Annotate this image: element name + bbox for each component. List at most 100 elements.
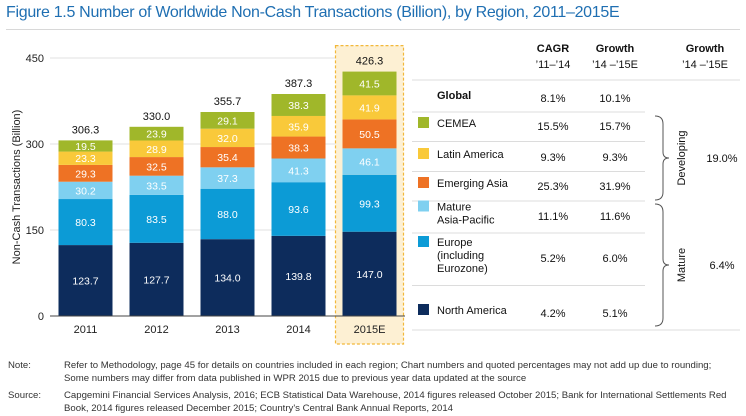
row-label: Latin America <box>437 149 505 161</box>
bar-segment <box>58 151 113 165</box>
bar-segment <box>271 235 326 316</box>
bar-segment <box>129 140 184 158</box>
data-label: 41.3 <box>288 165 309 177</box>
legend-swatch <box>418 117 429 128</box>
y-tick-label: 450 <box>26 53 44 65</box>
data-label: 88.0 <box>217 209 238 221</box>
total-label: 306.3 <box>72 124 100 136</box>
legend-swatch <box>418 236 429 247</box>
bar-segment <box>342 174 397 232</box>
bar-segment <box>58 140 113 152</box>
data-label: 127.7 <box>143 274 169 286</box>
x-tick-label: 2012 <box>144 324 168 336</box>
group-label: Developing <box>676 130 688 185</box>
cagr-value: 5.2% <box>540 253 565 265</box>
data-label: 30.2 <box>75 185 96 197</box>
bar-segment <box>200 239 255 316</box>
total-label: 355.7 <box>214 96 242 108</box>
group-growth-value: 19.0% <box>706 153 737 165</box>
bar-segment <box>129 175 184 195</box>
data-label: 80.3 <box>75 217 96 229</box>
bar-segment <box>342 95 397 120</box>
bar-segment <box>271 115 326 137</box>
growth-value: 31.9% <box>599 181 630 193</box>
row-label: Mature Asia-Pacific <box>437 202 495 227</box>
data-label: 19.5 <box>75 141 96 153</box>
legend-swatch <box>418 304 429 315</box>
data-label: 83.5 <box>146 214 167 226</box>
y-tick-label: 300 <box>26 139 44 151</box>
cagr-value: 8.1% <box>540 93 565 105</box>
bar-segment <box>271 94 326 116</box>
row-label: North America <box>437 305 508 317</box>
bar-segment <box>271 182 326 236</box>
data-label: 32.5 <box>146 161 167 173</box>
bar-segment <box>129 242 184 316</box>
cagr-period: ’11–’14 <box>536 59 571 71</box>
cagr-value: 9.3% <box>540 152 565 164</box>
total-label: 426.3 <box>356 56 384 68</box>
source-label: Source: <box>8 390 42 401</box>
bar-segment <box>58 164 113 182</box>
group-brace <box>654 203 670 327</box>
row-label: CEMEA <box>437 118 477 130</box>
note-text: Refer to Methodology, page 45 for detail… <box>64 360 712 384</box>
data-label: 147.0 <box>356 269 382 281</box>
bar-segment <box>271 158 326 183</box>
data-label: 23.3 <box>75 153 96 165</box>
total-label: 387.3 <box>285 78 313 90</box>
total-label: 330.0 <box>143 111 171 123</box>
bar-segment <box>200 188 255 240</box>
row-label: Europe (including Eurozone) <box>437 237 488 275</box>
cagr-value: 4.2% <box>540 308 565 320</box>
growth-header: Growth <box>596 43 635 55</box>
growth-value: 10.1% <box>599 93 630 105</box>
cagr-value: 15.5% <box>537 121 568 133</box>
bar-segment <box>200 147 255 168</box>
growth-period: ’14 –’15E <box>592 59 638 71</box>
chart-title: Figure 1.5 Number of Worldwide Non-Cash … <box>6 4 620 21</box>
growth-value: 5.1% <box>602 308 627 320</box>
data-label: 23.9 <box>146 129 167 141</box>
bar-segment <box>129 126 184 141</box>
data-label: 32.0 <box>217 133 238 145</box>
legend-swatch <box>418 148 429 159</box>
title-divider <box>6 29 740 30</box>
bar-segment <box>200 128 255 148</box>
stacked-bar-chart: 123.7 80.3 30.2 29.3 23.319.5 306.3 127.7 83.5 3… <box>11 43 740 345</box>
source-text: Capgemini Financial Services Analysis, 2… <box>64 390 727 414</box>
y-tick-label: 0 <box>38 311 44 323</box>
x-tick-label: 2014 <box>286 324 310 336</box>
x-tick-label: 2015E <box>354 324 386 336</box>
data-label: 41.9 <box>359 102 380 114</box>
data-label: 35.9 <box>288 121 309 133</box>
data-label: 38.3 <box>288 100 309 112</box>
bar-segment <box>200 112 255 129</box>
data-label: 28.9 <box>146 144 167 156</box>
data-label: 37.3 <box>217 173 238 185</box>
data-label: 123.7 <box>72 276 98 288</box>
data-label: 33.5 <box>146 180 167 192</box>
bar-segment <box>342 231 397 316</box>
growth-value: 15.7% <box>599 121 630 133</box>
bar-segment <box>342 119 397 149</box>
bars-layer: 123.7 80.3 30.2 29.3 23.319.5 306.3 127.7 83.5 3… <box>58 56 397 316</box>
bar-segment <box>129 194 184 243</box>
data-label: 38.3 <box>288 143 309 155</box>
legend-swatch <box>418 177 429 188</box>
growth-value: 9.3% <box>602 152 627 164</box>
note-label: Note: <box>8 360 31 371</box>
group-label: Mature <box>676 248 688 282</box>
row-label: Global <box>437 90 471 102</box>
growth-table: CAGR ’11–’14 Growth ’14 –’15E Growth ’14 –’15… <box>412 43 740 331</box>
bar-segment <box>200 167 255 189</box>
y-tick-label: 150 <box>26 225 44 237</box>
bar-segment <box>342 71 397 96</box>
legend-swatch <box>418 200 429 212</box>
group-brace <box>654 115 670 201</box>
data-label: 29.1 <box>217 115 238 127</box>
data-label: 99.3 <box>359 198 380 210</box>
cagr-header: CAGR <box>537 43 569 55</box>
group-growth-period: ’14 –’15E <box>682 59 728 71</box>
bar-segment <box>58 245 113 316</box>
